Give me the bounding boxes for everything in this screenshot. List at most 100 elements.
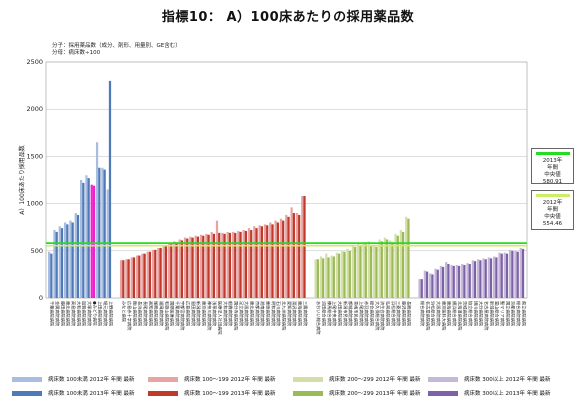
legend-item: 病床数 100～199 2013年 年間 最新 bbox=[148, 389, 276, 397]
bar-2012 bbox=[210, 231, 213, 298]
x-tick-label: 千葉病院病院 bbox=[49, 301, 56, 327]
legend-label: 病床数 200～299 2013年 年間 最新 bbox=[329, 391, 421, 397]
bar-2012 bbox=[399, 230, 402, 298]
x-tick-label: 東北病院病院 bbox=[249, 301, 256, 327]
x-tick-label: 東海病院病院 bbox=[296, 301, 303, 327]
bar-2012 bbox=[279, 218, 283, 298]
x-tick-label: 藤田病院病院 bbox=[59, 301, 66, 327]
bar-2013 bbox=[175, 242, 178, 298]
bar-2012 bbox=[482, 258, 485, 298]
legend-label: 病床数 200～299 2012年 年間 最新 bbox=[329, 377, 421, 383]
bar-2013 bbox=[484, 259, 487, 298]
bar-2012 bbox=[477, 259, 480, 298]
legend-swatch bbox=[148, 376, 178, 382]
bar-2013 bbox=[244, 230, 248, 298]
bar-2013 bbox=[87, 178, 90, 298]
bar-2012 bbox=[135, 255, 139, 298]
bar-2013 bbox=[441, 266, 445, 298]
bar-2013 bbox=[266, 225, 269, 298]
bar-2013 bbox=[66, 224, 69, 298]
bar-2012 bbox=[101, 167, 104, 298]
x-tick-label: 総合病院病院 bbox=[515, 301, 522, 327]
y-tick-label: 1500 bbox=[26, 152, 43, 160]
y-tick-label: 1000 bbox=[26, 200, 43, 208]
bar-2013 bbox=[425, 271, 429, 298]
legend-item: 病床数 100未満 2013年 年間 最新 bbox=[12, 389, 135, 397]
x-tick-label: 藤沢病院病院 bbox=[400, 301, 407, 327]
bar-2013 bbox=[407, 218, 410, 298]
bar-2013 bbox=[468, 264, 471, 298]
bar-2012 bbox=[178, 239, 181, 298]
bar-2012 bbox=[498, 252, 501, 298]
bar-2013 bbox=[420, 279, 423, 298]
legend-swatch bbox=[12, 390, 42, 396]
x-tick-label: 東北病院病院 bbox=[65, 301, 72, 327]
x-tick-label: 上尾中央病院 bbox=[331, 301, 338, 327]
bar-2013 bbox=[196, 236, 200, 298]
bar-2013 bbox=[431, 274, 434, 298]
x-tick-label: 広島赤十字病院 bbox=[126, 301, 133, 331]
bar-2012 bbox=[301, 196, 304, 298]
bar-2013 bbox=[170, 244, 173, 298]
bar-2012 bbox=[183, 237, 187, 298]
bar-2013 bbox=[380, 241, 383, 298]
bar-2013 bbox=[338, 253, 341, 298]
bar-2012 bbox=[215, 220, 219, 298]
bar-2012 bbox=[493, 256, 496, 298]
x-tick-label: ●みどり病院 bbox=[91, 301, 98, 326]
bar-2013 bbox=[479, 260, 482, 298]
x-tick-label: 北九州病院病院 bbox=[281, 301, 288, 331]
x-tick-label: 弘前病院病院 bbox=[384, 301, 391, 327]
bar-2012 bbox=[63, 222, 67, 298]
bar-2012 bbox=[146, 251, 149, 298]
x-tick-label: 大和病院病院 bbox=[222, 301, 229, 327]
x-tick-label: 愛知病院病院 bbox=[286, 301, 293, 327]
bar-2012 bbox=[439, 265, 442, 298]
x-tick-label: 上田病院病院 bbox=[97, 301, 104, 327]
bar-2013 bbox=[359, 245, 362, 298]
bar-2012 bbox=[247, 228, 251, 298]
bar-2013 bbox=[92, 185, 96, 298]
x-tick-label: 浜松総合病院 bbox=[390, 301, 397, 327]
legend-item: 病床数 300以上 2012年 年間 最新 bbox=[428, 375, 551, 383]
x-tick-label: 総合病院病院 bbox=[368, 301, 375, 327]
bar-2012 bbox=[90, 184, 93, 298]
legend-item: 病床数 100未満 2012年 年間 最新 bbox=[12, 375, 135, 383]
legend-swatch bbox=[428, 376, 458, 382]
x-tick-label: 新潟市民病院 bbox=[342, 301, 349, 327]
x-tick-label: 新潟病院病院 bbox=[488, 301, 495, 327]
bar-2012 bbox=[141, 253, 144, 298]
x-tick-label: 茨城病院病院 bbox=[462, 301, 469, 327]
x-tick-label: 京都病院病院 bbox=[254, 301, 261, 327]
bar-2012 bbox=[125, 259, 128, 298]
median-2012-swatch bbox=[535, 194, 570, 197]
bar-2013 bbox=[276, 222, 279, 298]
bar-2013 bbox=[143, 253, 146, 298]
legend-swatch bbox=[293, 390, 323, 396]
bar-2013 bbox=[282, 220, 285, 298]
bar-2013 bbox=[298, 214, 301, 298]
median-2013-value: 580.91 bbox=[542, 179, 563, 185]
x-tick-label: 大和病院病院 bbox=[75, 301, 82, 327]
bar-2012 bbox=[362, 242, 365, 298]
y-tick-label: 0 bbox=[39, 294, 43, 302]
bar-2012 bbox=[85, 175, 88, 298]
x-tick-label: 京都病院病院 bbox=[510, 301, 517, 327]
x-tick-label: みなと病院 bbox=[121, 301, 128, 323]
x-tick-label: 富山総合病院 bbox=[494, 301, 501, 327]
x-tick-label: 名古屋病院病院 bbox=[483, 301, 490, 331]
median-box-2013: 2013年 年間 中央値 580.91 bbox=[531, 148, 574, 185]
bar-2013 bbox=[391, 242, 394, 298]
x-tick-label: 大分病院病院 bbox=[478, 301, 485, 327]
bar-2012 bbox=[295, 213, 299, 298]
bar-2012 bbox=[290, 207, 293, 298]
bar-2013 bbox=[180, 240, 184, 298]
bar-2012 bbox=[242, 230, 245, 298]
x-tick-label: 千葉病院病院 bbox=[174, 301, 181, 327]
bar-2012 bbox=[466, 263, 469, 298]
bar-2013 bbox=[521, 248, 525, 298]
bar-2013 bbox=[322, 258, 325, 298]
bar-2012 bbox=[221, 232, 224, 298]
x-tick-label: 三菱病院病院 bbox=[395, 301, 402, 327]
bar-2012 bbox=[357, 243, 360, 298]
